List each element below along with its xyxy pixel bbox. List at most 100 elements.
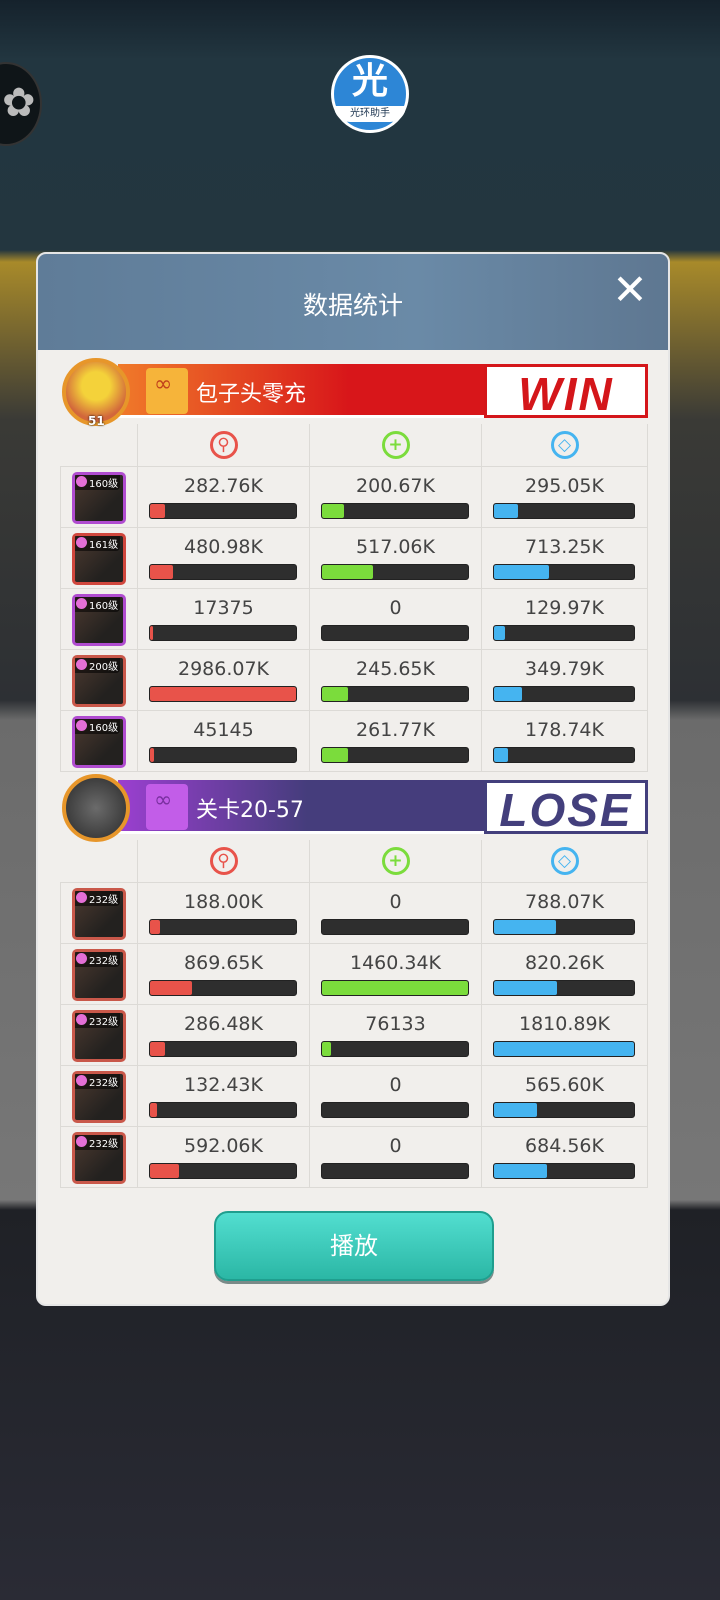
heal-bar [321, 980, 469, 996]
hero-row: 200级 2986.07K 245.65K 349.79K [60, 650, 648, 711]
stats-header-row: ⚲ + ◇ [60, 840, 648, 883]
heal-bar [321, 919, 469, 935]
hero-portrait[interactable]: 232级 [72, 1010, 126, 1062]
hero-portrait[interactable]: 232级 [72, 1071, 126, 1123]
heal-bar [321, 564, 469, 580]
damage-bar [149, 625, 297, 641]
damage-bar-fill [150, 1042, 165, 1056]
shield-bar-fill [494, 1164, 548, 1178]
hero-portrait[interactable]: 161级 [72, 533, 126, 585]
damage-sword-icon: ⚲ [209, 847, 238, 875]
result-badge: WIN [484, 364, 648, 420]
team-flag-icon [146, 784, 188, 830]
hero-row: 232级 188.00K 0 788.07K [60, 883, 648, 944]
hero-level: 160级 [75, 597, 121, 612]
dialog-header: 数据统计 ✕ [38, 254, 668, 350]
damage-value: 286.48K [184, 1013, 263, 1035]
team-name: 包子头零充 [196, 382, 307, 407]
team-flag-icon [146, 368, 188, 414]
heal-value: 0 [389, 891, 402, 913]
hero-row: 160级 45145 261.77K 178.74K [60, 711, 648, 772]
hero-level: 160级 [75, 719, 121, 734]
heal-bar-fill [322, 981, 468, 995]
stats-table: ⚲ + ◇ 160级 282.76K 200.67K 295.05K 161级 480.98K 5… [60, 424, 648, 772]
shield-bar-fill [494, 565, 549, 579]
heal-bar [321, 503, 469, 519]
hero-portrait[interactable]: 160级 [72, 472, 126, 524]
team-avatar [62, 774, 130, 842]
shield-bar [493, 503, 635, 519]
damage-bar [149, 564, 297, 580]
heal-plus-icon: + [381, 847, 410, 875]
hero-portrait[interactable]: 160级 [72, 716, 126, 768]
hero-row: 232级 869.65K 1460.34K 820.26K [60, 944, 648, 1005]
shield-bar-fill [494, 981, 557, 995]
team-banner: 包子头零充 [118, 364, 538, 418]
hero-row: 161级 480.98K 517.06K 713.25K [60, 528, 648, 589]
damage-value: 869.65K [184, 952, 263, 974]
damage-value: 282.76K [184, 475, 263, 497]
hero-level: 232级 [75, 1135, 121, 1150]
avatar-level: 51 [88, 414, 105, 428]
shield-bar [493, 980, 635, 996]
shield-bar-fill [494, 687, 522, 701]
heal-value: 245.65K [356, 658, 435, 680]
damage-value: 592.06K [184, 1135, 263, 1157]
damage-bar [149, 980, 297, 996]
heal-bar [321, 1041, 469, 1057]
shield-bar-fill [494, 504, 518, 518]
hero-portrait[interactable]: 160级 [72, 594, 126, 646]
damage-bar [149, 686, 297, 702]
hero-row: 232级 286.48K 76133 1810.89K [60, 1005, 648, 1066]
shield-bar-fill [494, 748, 508, 762]
shield-bar [493, 747, 635, 763]
shield-value: 349.79K [525, 658, 604, 680]
shield-value: 788.07K [525, 891, 604, 913]
heal-bar [321, 1102, 469, 1118]
play-button[interactable]: 播放 [214, 1211, 494, 1281]
hero-level: 232级 [75, 1013, 121, 1028]
shield-bar [493, 919, 635, 935]
shield-value: 713.25K [525, 536, 604, 558]
stats-dialog: 数据统计 ✕ ⚲ + ◇ 160级 282.76K 200.67K 295.05K 161级 4… [36, 252, 670, 1306]
shield-bar [493, 564, 635, 580]
heal-value: 76133 [365, 1013, 426, 1035]
damage-bar [149, 747, 297, 763]
damage-bar-fill [150, 504, 165, 518]
damage-bar-fill [150, 687, 296, 701]
hero-portrait[interactable]: 232级 [72, 1132, 126, 1184]
shield-bar [493, 1163, 635, 1179]
shield-icon: ◇ [550, 431, 579, 459]
hero-portrait[interactable]: 232级 [72, 888, 126, 940]
shield-bar [493, 625, 635, 641]
shield-bar-fill [494, 1103, 538, 1117]
close-icon[interactable]: ✕ [612, 265, 648, 314]
team-name: 关卡20-57 [196, 798, 304, 823]
hero-level: 232级 [75, 891, 121, 906]
shield-value: 565.60K [525, 1074, 604, 1096]
heal-bar [321, 625, 469, 641]
shield-bar [493, 686, 635, 702]
heal-bar-fill [322, 504, 344, 518]
hero-row: 232级 592.06K 0 684.56K [60, 1127, 648, 1188]
heal-value: 200.67K [356, 475, 435, 497]
stats-header-row: ⚲ + ◇ [60, 424, 648, 467]
heal-value: 0 [389, 597, 402, 619]
hero-row: 160级 17375 0 129.97K [60, 589, 648, 650]
heal-bar [321, 1163, 469, 1179]
hero-row: 160级 282.76K 200.67K 295.05K [60, 467, 648, 528]
damage-bar [149, 1163, 297, 1179]
hero-portrait[interactable]: 200级 [72, 655, 126, 707]
assistant-logo-button[interactable]: 光 光环助手 [331, 55, 409, 133]
damage-bar-fill [150, 1164, 180, 1178]
damage-value: 45145 [193, 719, 254, 741]
damage-bar [149, 503, 297, 519]
heal-bar [321, 747, 469, 763]
heal-value: 517.06K [356, 536, 435, 558]
hero-portrait[interactable]: 232级 [72, 949, 126, 1001]
heal-bar [321, 686, 469, 702]
damage-bar-fill [150, 626, 153, 640]
shield-value: 295.05K [525, 475, 604, 497]
shield-value: 820.26K [525, 952, 604, 974]
damage-bar [149, 1041, 297, 1057]
